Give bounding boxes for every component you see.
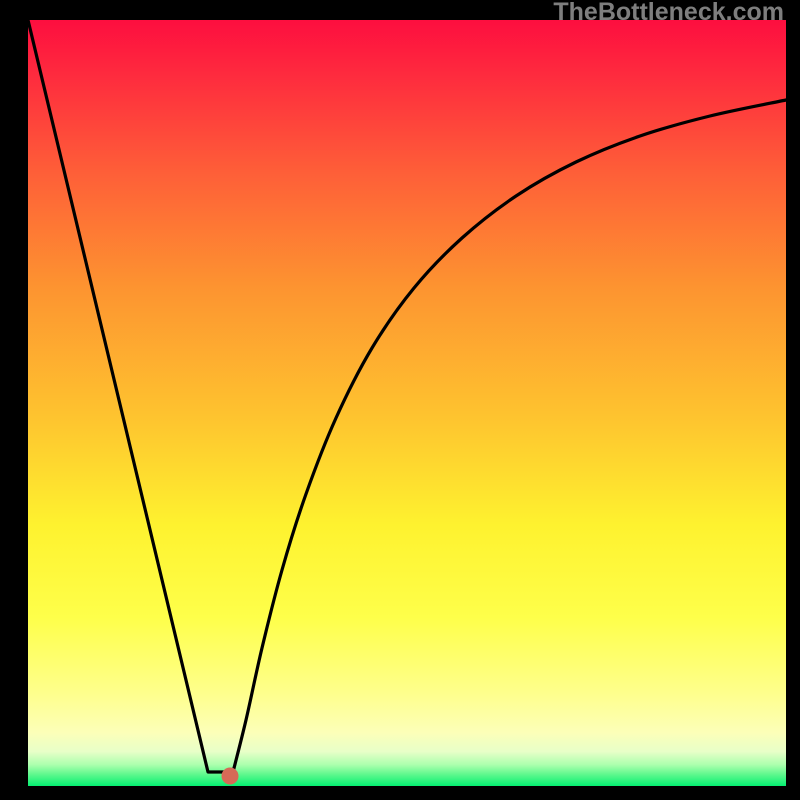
plot-area bbox=[28, 20, 786, 786]
chart-svg bbox=[0, 0, 800, 800]
watermark-text: TheBottleneck.com bbox=[553, 0, 784, 27]
minimum-marker bbox=[222, 768, 238, 784]
outer-frame: TheBottleneck.com bbox=[0, 0, 800, 800]
